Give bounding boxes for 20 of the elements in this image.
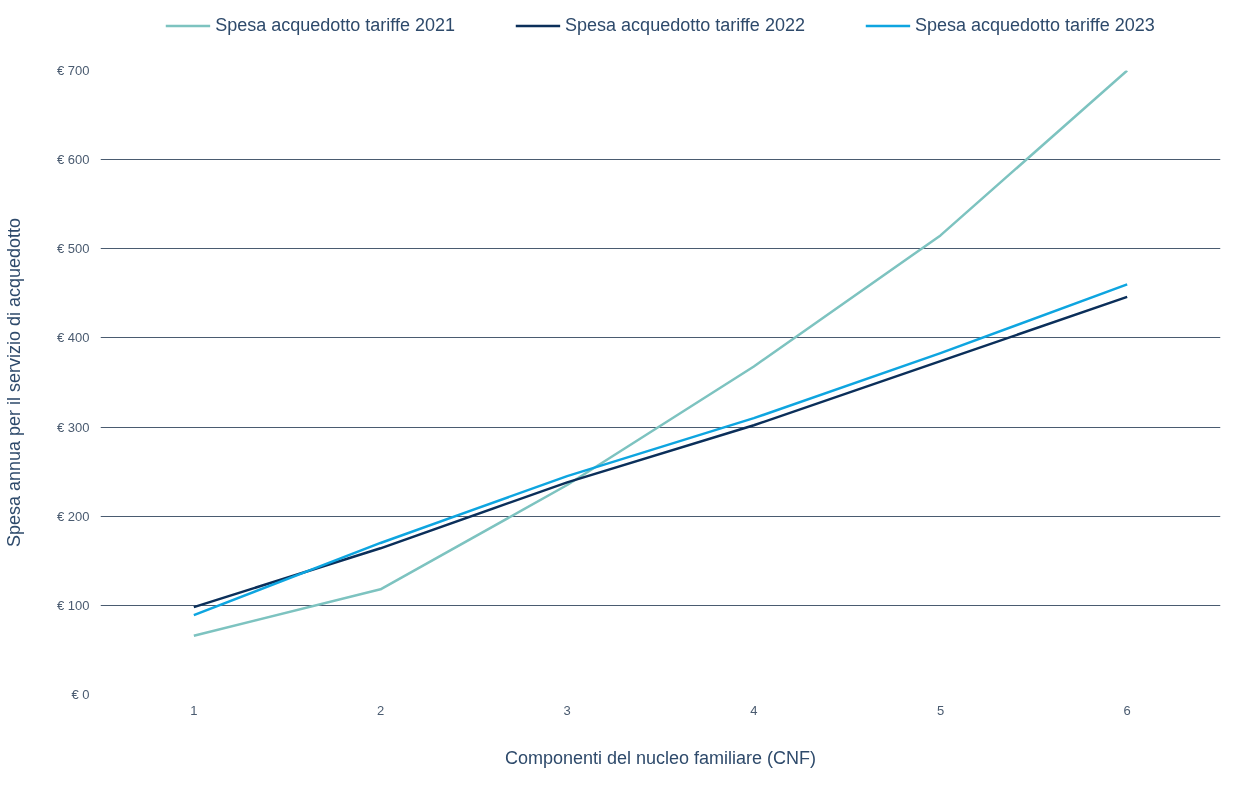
x-tick-label: 5 <box>936 702 945 718</box>
y-tick-label: € 400 <box>56 330 90 346</box>
x-tick-label: 6 <box>1123 702 1131 718</box>
y-tick-label: € 700 <box>56 63 90 78</box>
x-axis-title: Componenti del nucleo familiare (CNF) <box>504 747 817 768</box>
y-tick-label: € 200 <box>56 508 90 524</box>
line-series <box>192 70 1129 637</box>
x-tick-label: 4 <box>750 702 758 718</box>
x-tick-label: 1 <box>190 702 198 718</box>
y-tick-label: € 600 <box>56 152 90 168</box>
y-tick-label: € 0 <box>71 687 90 702</box>
legend-label: Spesa acquedotto tariffe 2023 <box>914 14 1155 36</box>
legend-label: Spesa acquedotto tariffe 2021 <box>215 14 456 36</box>
y-axis-title: Spesa annua per il servizio di acquedotto <box>3 217 24 548</box>
legend-label: Spesa acquedotto tariffe 2022 <box>565 14 805 36</box>
y-tick-label: € 500 <box>56 241 90 257</box>
x-tick-label: 3 <box>563 702 571 718</box>
x-tick-label: 2 <box>376 702 385 718</box>
y-tick-label: € 300 <box>56 419 90 435</box>
y-tick-label: € 100 <box>56 597 90 613</box>
